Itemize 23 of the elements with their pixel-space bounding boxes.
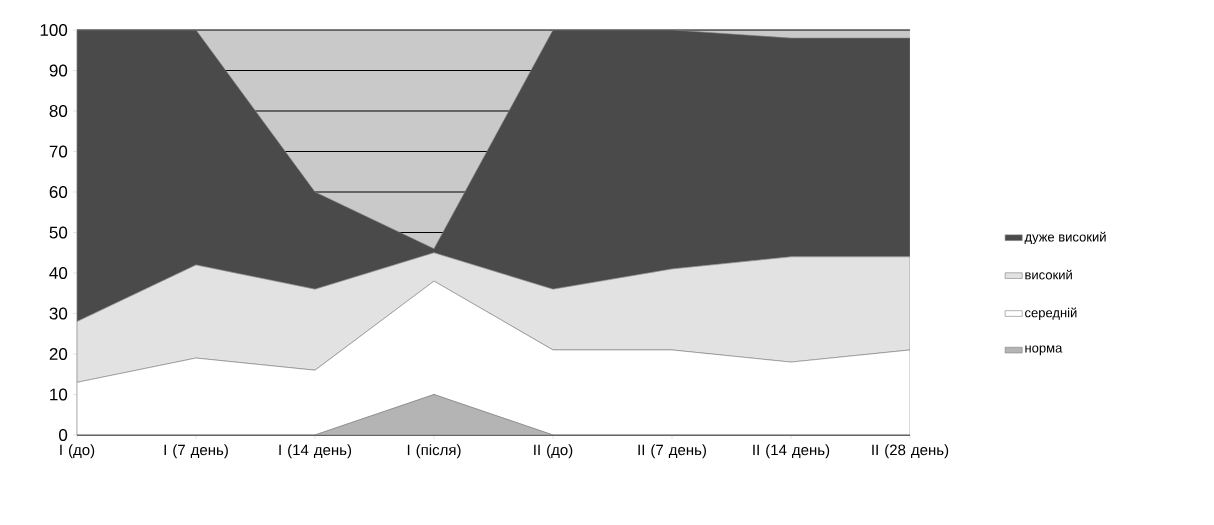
x-tick-label: I (до) xyxy=(60,444,95,459)
y-tick-label: 50 xyxy=(49,226,68,239)
legend-label: високий xyxy=(1025,269,1072,280)
y-tick-label: 60 xyxy=(49,185,68,199)
y-tick-label: 20 xyxy=(49,347,68,361)
x-tick-label: II (7 день) xyxy=(638,444,706,459)
y-tick-label: 100 xyxy=(40,23,68,37)
x-tick-label: I (7 день) xyxy=(164,444,228,459)
y-tick-label: 70 xyxy=(49,145,68,158)
x-tick-label: I (14 день) xyxy=(279,444,352,459)
legend-label: середній xyxy=(1025,307,1077,320)
x-tick-label: I (після) xyxy=(407,444,461,459)
y-tick-label: 10 xyxy=(50,388,68,401)
legend-label: норма xyxy=(1025,345,1063,356)
y-tick-label: 30 xyxy=(49,307,68,320)
x-tick-label: II (до) xyxy=(534,444,573,459)
y-tick-label: 80 xyxy=(49,104,68,118)
x-tick-label: II (28 день) xyxy=(872,444,949,459)
y-tick-label: 0 xyxy=(59,428,68,442)
legend-label: дуже високий xyxy=(1024,231,1106,245)
y-tick-label: 90 xyxy=(49,64,68,77)
x-tick-label: II (14 день) xyxy=(753,444,830,459)
y-tick-label: 40 xyxy=(49,266,68,280)
